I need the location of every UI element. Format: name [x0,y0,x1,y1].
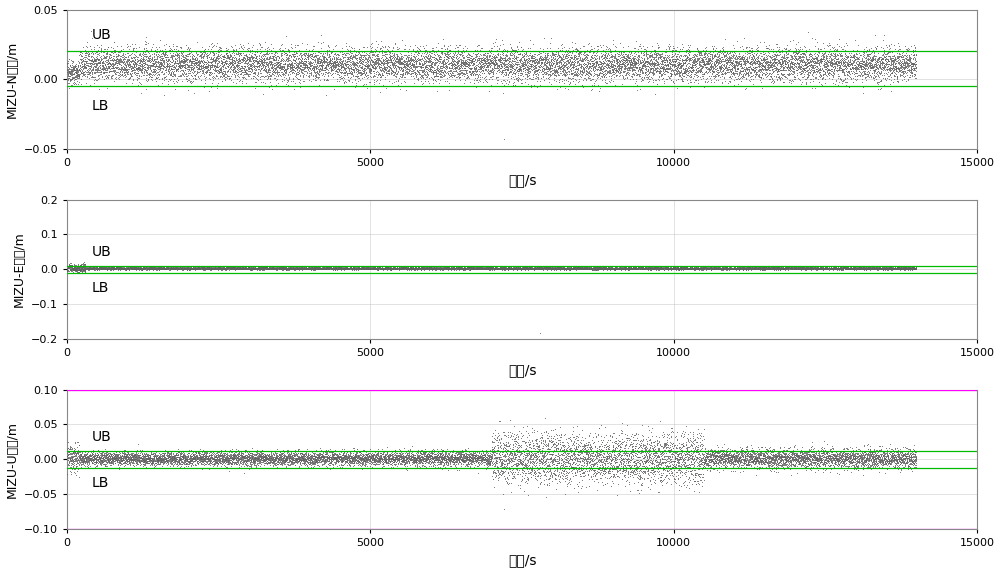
Y-axis label: MIZU-E方向/m: MIZU-E方向/m [12,231,25,307]
X-axis label: 历元/s: 历元/s [508,173,536,187]
Text: LB: LB [91,99,109,112]
X-axis label: 历元/s: 历元/s [508,554,536,567]
Y-axis label: MIZU-U方向/m: MIZU-U方向/m [6,421,19,498]
Text: LB: LB [91,476,109,490]
Text: UB: UB [91,430,111,444]
X-axis label: 历元/s: 历元/s [508,363,536,378]
Text: UB: UB [91,28,111,42]
Text: UB: UB [91,245,111,259]
Y-axis label: MIZU-N方向/m: MIZU-N方向/m [6,41,19,118]
Text: LB: LB [91,281,109,295]
